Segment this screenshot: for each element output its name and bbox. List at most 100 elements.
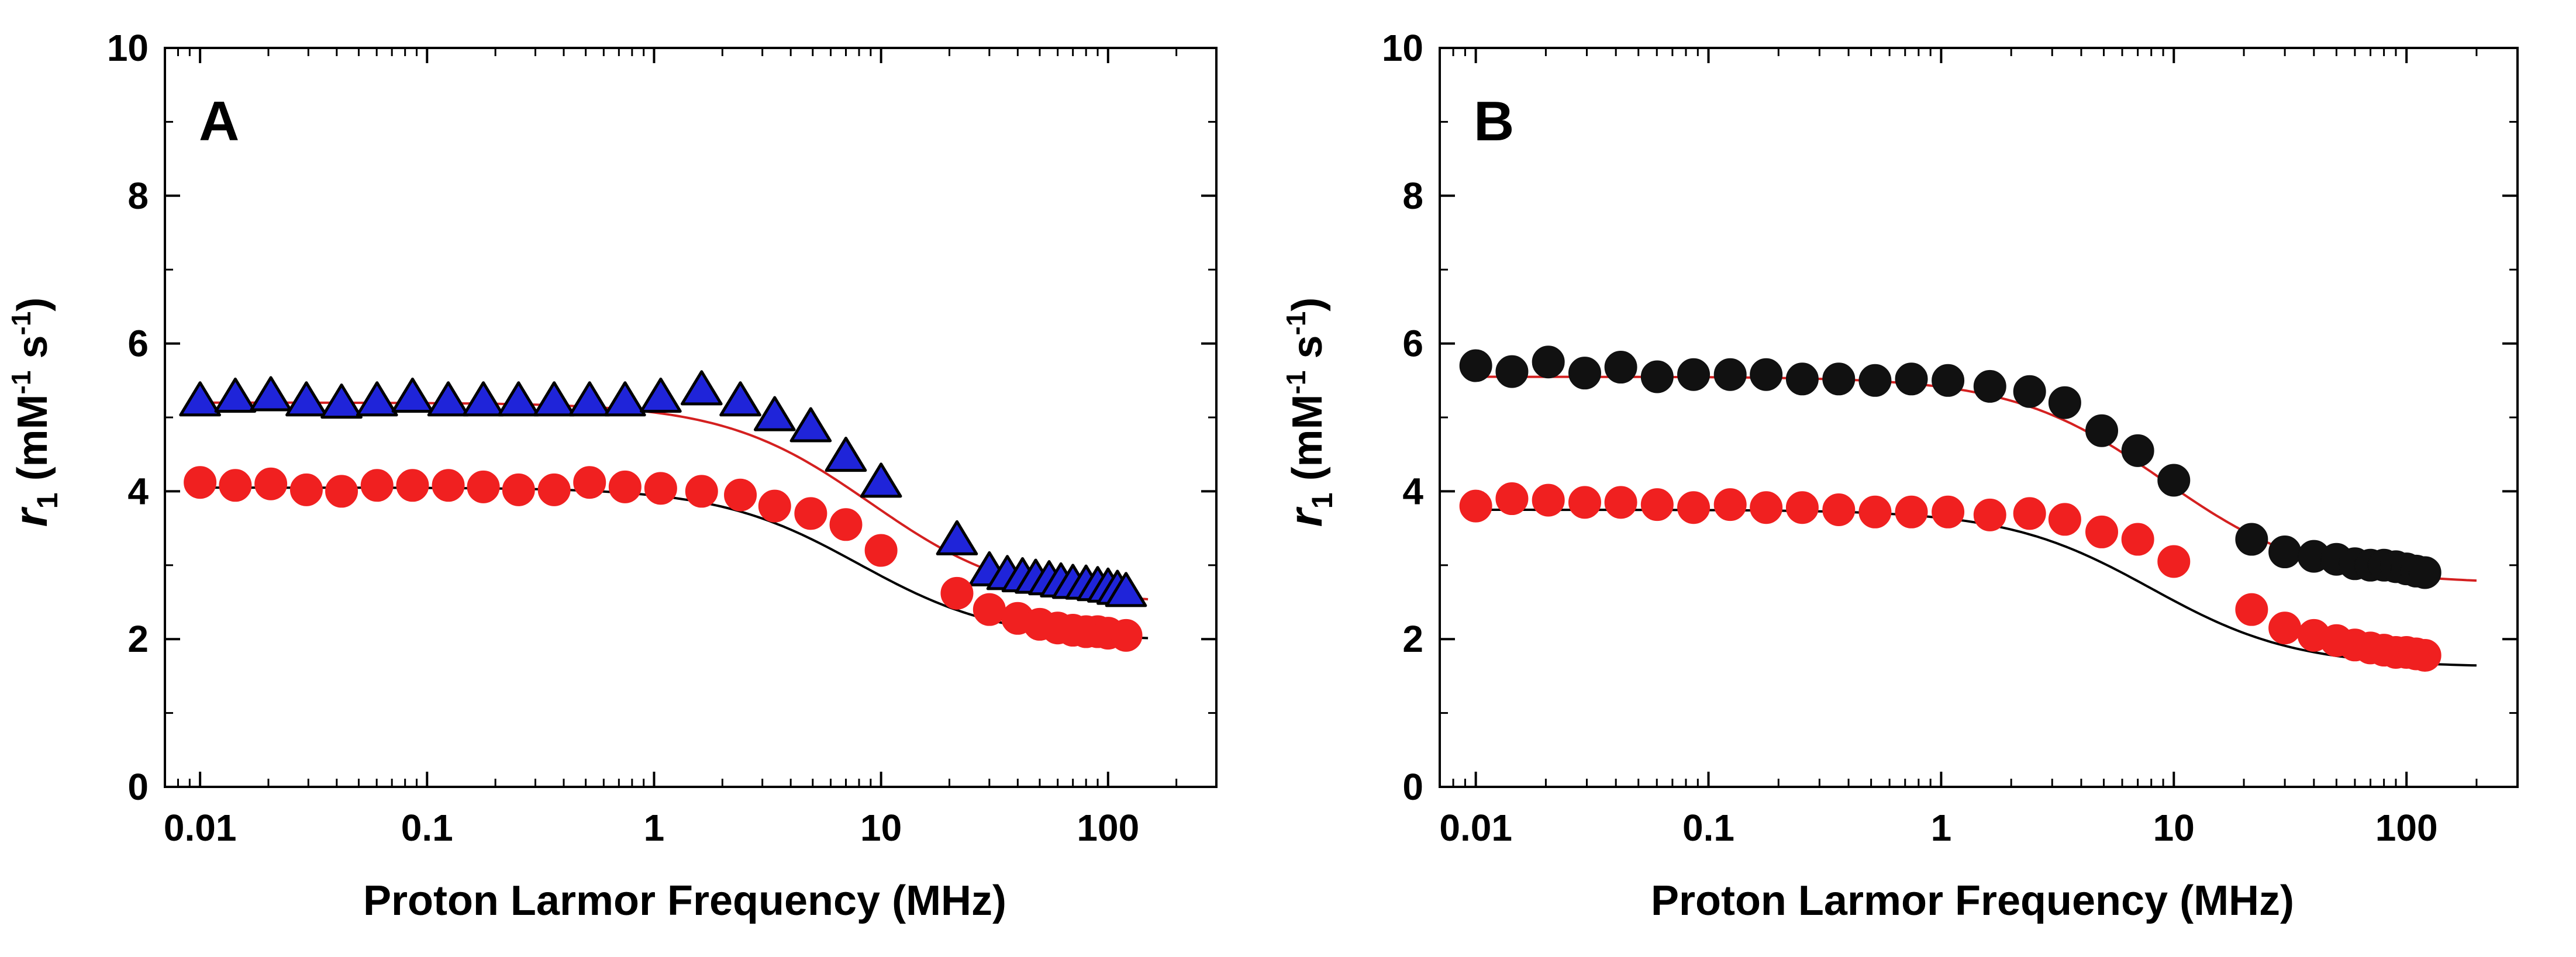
blue-triangles-point xyxy=(936,520,978,555)
x-tick-label: 100 xyxy=(2375,807,2438,849)
black-circles-point xyxy=(2013,375,2046,408)
red-circles-point xyxy=(1713,488,1747,521)
blue-triangles-point xyxy=(320,384,363,419)
red-circles-point xyxy=(325,475,358,508)
y-axis-title-close: ) xyxy=(1284,298,1331,312)
blue-triangles-point xyxy=(285,381,327,417)
y-axis-title-sup2: -1 xyxy=(6,312,36,336)
blue-triangles-point xyxy=(1105,572,1147,607)
black-circles-point xyxy=(1568,357,1601,390)
black-circles-point xyxy=(2085,414,2119,447)
blue-triangles-point xyxy=(427,381,470,417)
red-circles-point xyxy=(1640,488,1674,521)
red-circles-point xyxy=(2408,639,2441,672)
black-circles-point xyxy=(1713,358,1747,391)
red-circles-point xyxy=(573,466,606,499)
blue-triangles-point xyxy=(604,381,646,417)
red-circles-point xyxy=(685,475,718,508)
y-axis-title: r1 (mM-1 s-1) xyxy=(5,298,64,527)
y-axis-title-mid: s xyxy=(1284,336,1331,371)
panel-label: B xyxy=(1474,90,1514,153)
black-circles-point xyxy=(2268,535,2302,569)
red-circles-point xyxy=(1750,491,1783,524)
black-circles-point xyxy=(2408,556,2441,589)
red-circles-point xyxy=(724,478,757,512)
x-tick-label: 1 xyxy=(644,807,665,849)
blue-triangles-point xyxy=(391,377,434,413)
red-circles-point xyxy=(2048,503,2081,536)
y-tick-label: 4 xyxy=(127,470,149,512)
x-axis-title: Proton Larmor Frequency (MHz) xyxy=(1651,877,2294,924)
blue-triangles-point xyxy=(680,370,723,406)
y-axis-title-sup1: -1 xyxy=(6,371,36,395)
blue-triangles-point xyxy=(568,381,611,417)
x-tick-label: 10 xyxy=(2153,807,2195,849)
red-circles-point xyxy=(2235,593,2268,626)
red-circles-point xyxy=(1604,486,1637,519)
y-tick-label: 0 xyxy=(127,766,149,808)
black-circles-point xyxy=(1895,362,1928,396)
y-axis-title-sup1: -1 xyxy=(1281,371,1311,395)
black-circles-point xyxy=(2121,434,2154,467)
red-circles-point xyxy=(758,489,791,523)
y-axis-title-open: (mM xyxy=(1284,394,1331,492)
red-circles-point xyxy=(940,576,974,610)
blue-triangles-point xyxy=(640,377,682,413)
red-circles-point xyxy=(1822,493,1856,526)
blue-triangles-point xyxy=(250,376,292,412)
y-tick-label: 4 xyxy=(1402,470,1423,512)
red-circles-point xyxy=(1858,495,1892,528)
red-circles-point xyxy=(2268,611,2302,645)
y-tick-label: 2 xyxy=(1402,618,1423,660)
red-circles-point xyxy=(608,470,642,503)
y-tick-label: 6 xyxy=(1402,323,1423,365)
y-axis-title-r: r xyxy=(5,506,57,527)
plot-frame xyxy=(1439,47,2519,788)
red-circles-point xyxy=(537,473,571,506)
blue-triangles-point xyxy=(497,381,540,417)
y-axis-title-r: r xyxy=(1280,506,1332,527)
x-tick-label: 0.01 xyxy=(164,807,237,849)
red-circles-point xyxy=(360,469,394,502)
blue-triangles-point xyxy=(753,396,796,431)
red-circles-point xyxy=(1785,491,1819,524)
blue-triangles-point xyxy=(825,437,867,472)
x-tick-label: 0.1 xyxy=(1682,807,1734,849)
panel-a-chart: 0 2 4 6 8 10 0.01 0.1 1 10 100 A Proton Larmor Frequ… xyxy=(5,27,1218,924)
y-tick-label: 8 xyxy=(1402,175,1423,217)
red-circles-point xyxy=(219,469,252,502)
black-circles-point xyxy=(1973,369,2006,403)
red-circles-point xyxy=(2121,523,2154,556)
black-circles-point xyxy=(1640,360,1674,393)
y-tick-label: 2 xyxy=(127,618,149,660)
red-circles-point xyxy=(502,473,535,506)
x-tick-label: 0.1 xyxy=(401,807,453,849)
red-circles-point xyxy=(1568,486,1601,519)
red-circles-point xyxy=(184,466,217,499)
y-tick-label: 0 xyxy=(1402,766,1423,808)
blue-triangles-point xyxy=(214,377,257,413)
black-circles-point xyxy=(2235,523,2268,556)
blue-triangles-point xyxy=(179,381,221,417)
blue-triangles-point xyxy=(462,381,505,417)
y-axis-title-sub1: 1 xyxy=(1306,492,1339,509)
red-circles-point xyxy=(396,469,429,502)
red-circles-point xyxy=(1973,498,2006,531)
black-circles-point xyxy=(2157,464,2191,497)
y-tick-label: 10 xyxy=(1382,27,1423,69)
red-circles-point xyxy=(794,497,827,530)
red-circles-point xyxy=(2157,545,2191,578)
x-tick-label: 10 xyxy=(860,807,902,849)
red-circles-point xyxy=(467,470,500,503)
x-tick-label: 0.01 xyxy=(1439,807,1512,849)
y-axis-title-close: ) xyxy=(9,298,56,312)
red-circles-point xyxy=(973,593,1006,626)
blue-triangles-point xyxy=(356,381,398,417)
black-circles-point xyxy=(1532,346,1565,379)
red-circles-point xyxy=(1532,483,1565,517)
panel-label: A xyxy=(199,90,239,153)
red-circles-point xyxy=(432,469,465,502)
blue-triangles-point xyxy=(789,407,832,443)
black-circles-point xyxy=(2048,386,2081,419)
x-tick-label: 100 xyxy=(1077,807,1139,849)
